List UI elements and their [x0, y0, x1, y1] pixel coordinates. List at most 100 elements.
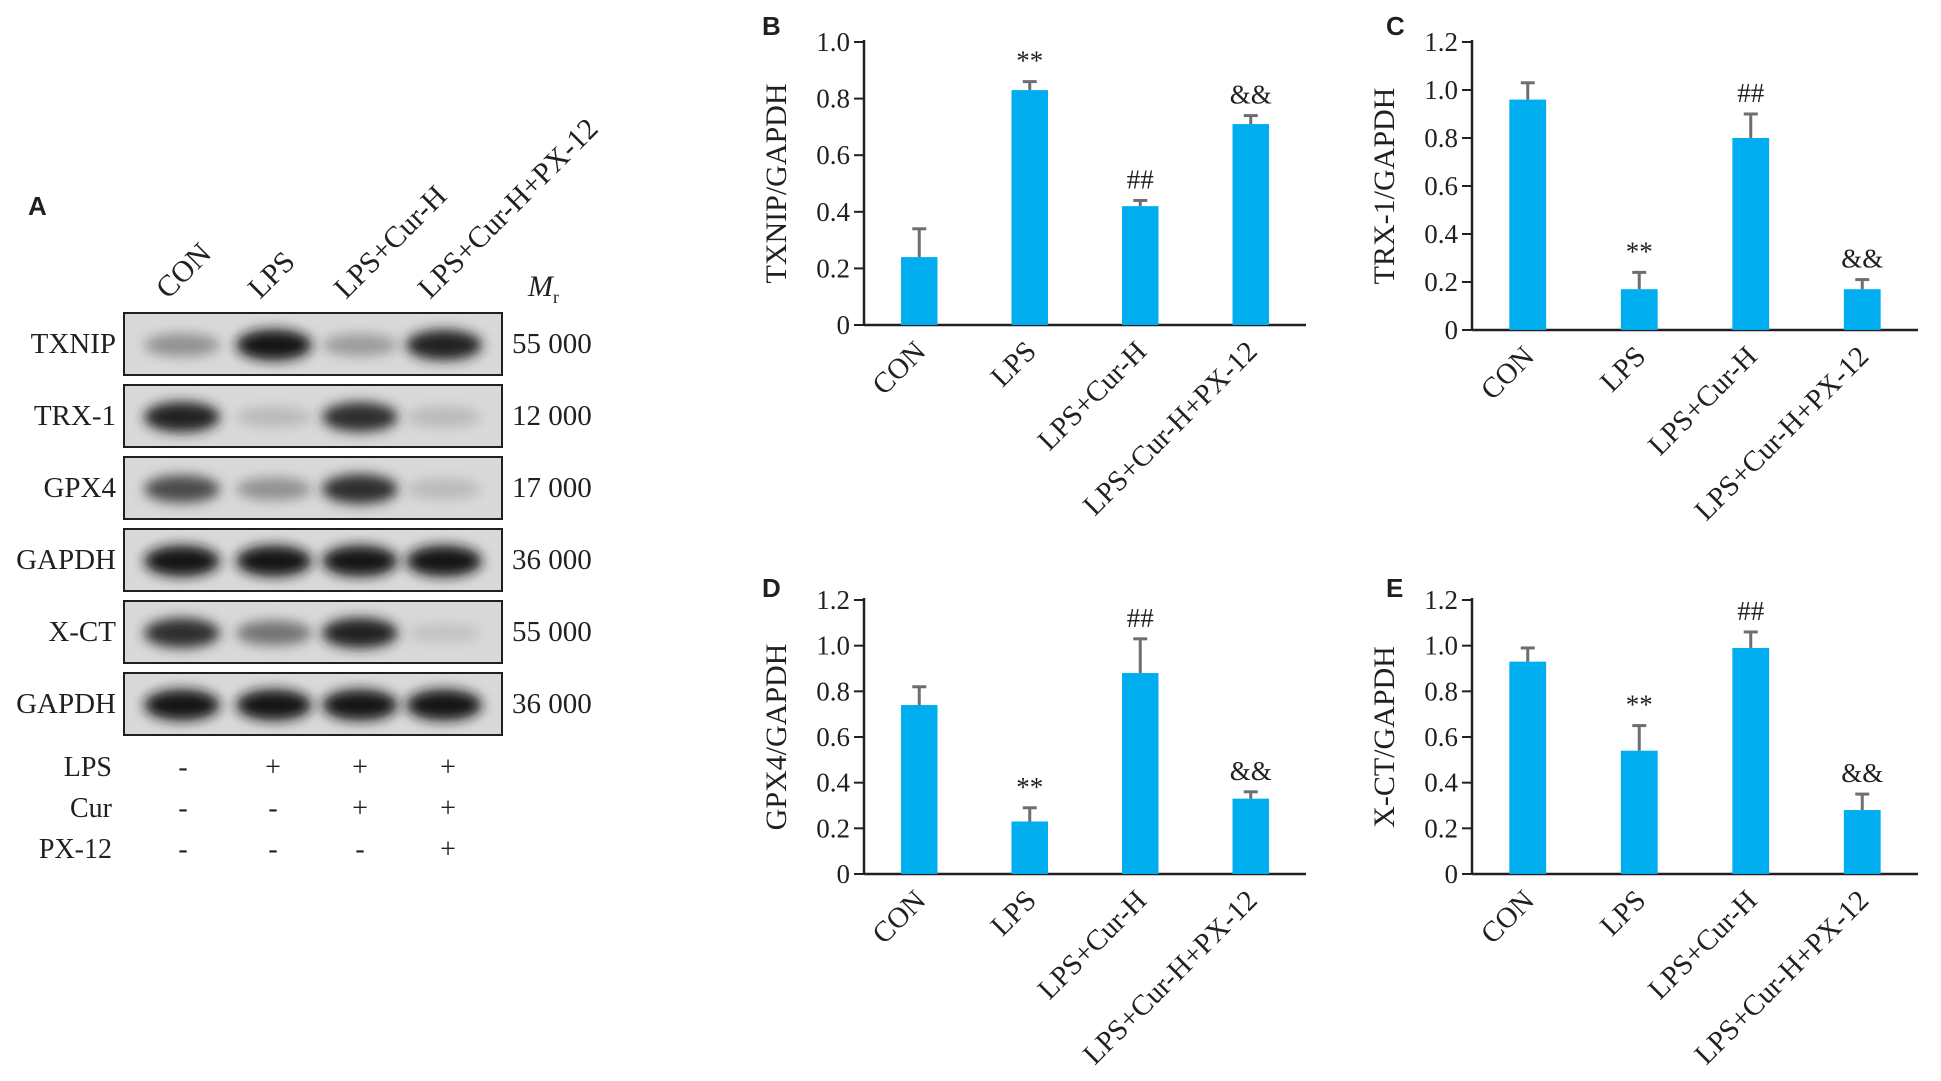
- blot-mr-value: 17 000: [512, 472, 592, 504]
- y-tick-label: 0.8: [816, 676, 850, 706]
- y-tick-label: 0.2: [816, 813, 850, 843]
- bar: [1232, 124, 1269, 325]
- y-axis-label: X-CT/GAPDH: [1368, 646, 1401, 828]
- significance-label: ##: [1737, 78, 1765, 108]
- treatment-rows: LPS - + + + Cur - - + + PX-12 - - - +: [39, 752, 456, 865]
- y-tick-label: 1.0: [816, 27, 850, 57]
- blot-band: [406, 623, 482, 643]
- y-tick-label: 0: [1445, 315, 1459, 345]
- blot-band: [236, 545, 312, 577]
- blot-row: TXNIP 55 000: [31, 312, 592, 376]
- blot-mr-value: 36 000: [512, 688, 592, 720]
- blot-band: [406, 406, 482, 428]
- blot-band: [144, 333, 220, 357]
- blot-band: [406, 545, 482, 577]
- x-tick-label: LPS+Cur-H: [1642, 884, 1764, 1006]
- bar: [1122, 673, 1159, 874]
- bar: [1509, 99, 1547, 330]
- mr-subscript: r: [553, 287, 559, 307]
- x-tick-label: LPS: [1594, 884, 1652, 942]
- blot-band: [236, 477, 312, 501]
- x-tick-label: LPS+Cur-H: [1032, 884, 1154, 1006]
- blot-band: [144, 401, 220, 433]
- x-tick-label: CON: [1475, 884, 1541, 950]
- y-tick-label: 1.2: [816, 585, 850, 615]
- significance-label: ##: [1127, 603, 1155, 633]
- x-tick-label: CON: [866, 335, 932, 401]
- lane-label: LPS: [242, 245, 302, 305]
- chart-panel-e: E X-CT/GAPDH 0 0.2 0.4 0.6 0.8 1.0 1.2 CON ** LPS ##…: [1368, 573, 1918, 1071]
- y-axis-label: TRX-1/GAPDH: [1368, 88, 1401, 285]
- treatment-sign: +: [265, 752, 281, 783]
- y-tick-label: 0.2: [816, 253, 850, 283]
- bar: [1732, 138, 1770, 330]
- bar: [1011, 821, 1048, 874]
- blot-row: GAPDH 36 000: [16, 528, 592, 592]
- chart-panel-b: B TXNIP/GAPDH 0 0.2 0.4 0.6 0.8 1.0 CON ** LPS ## LP…: [760, 11, 1306, 522]
- bar: [1843, 810, 1881, 874]
- blot-row: TRX-1 12 000: [34, 384, 592, 448]
- blot-row: GPX4 17 000: [43, 456, 592, 520]
- blot-band: [236, 620, 312, 646]
- treatment-sign: -: [355, 834, 364, 865]
- y-tick-label: 0.4: [816, 768, 850, 798]
- significance-label: &&: [1230, 756, 1272, 786]
- treatment-sign: -: [268, 793, 277, 824]
- bar: [1620, 750, 1658, 874]
- blot-mr-value: 55 000: [512, 328, 592, 360]
- blot-band: [322, 402, 398, 432]
- y-tick-label: 0.8: [816, 84, 850, 114]
- blot-band: [144, 475, 220, 503]
- x-tick-label: CON: [1475, 340, 1541, 406]
- bar: [1732, 647, 1770, 874]
- blot-rows: TXNIP 55 000 TRX-1 12 000 GPX4 17 000 GAPDH 36 …: [16, 312, 592, 736]
- blot-band: [144, 545, 220, 577]
- x-tick-label: LPS+Cur-H: [1642, 340, 1764, 462]
- treatment-sign: +: [440, 834, 456, 865]
- x-tick-label: CON: [866, 884, 932, 950]
- y-tick-label: 0: [1445, 859, 1459, 889]
- blot-mr-value: 12 000: [512, 400, 592, 432]
- blot-band: [322, 474, 398, 504]
- y-tick-label: 0.8: [1424, 676, 1458, 706]
- y-tick-label: 0.6: [816, 140, 850, 170]
- blot-band: [236, 406, 312, 428]
- blot-protein-label: GPX4: [43, 472, 116, 504]
- y-tick-label: 0.4: [1424, 219, 1458, 249]
- treatment-sign: +: [352, 793, 368, 824]
- blot-protein-label: TXNIP: [31, 328, 116, 360]
- blot-band: [322, 545, 398, 577]
- y-tick-label: 1.0: [816, 631, 850, 661]
- bar: [1011, 90, 1048, 325]
- bar: [901, 257, 938, 325]
- treatment-sign: -: [268, 834, 277, 865]
- chart-panel-d: D GPX4/GAPDH 0 0.2 0.4 0.6 0.8 1.0 1.2 CON ** LPS ##…: [760, 573, 1306, 1071]
- bar: [1509, 661, 1547, 874]
- y-tick-label: 1.0: [1424, 631, 1458, 661]
- panel-a-letter: A: [28, 191, 47, 221]
- mr-label: M: [527, 270, 555, 303]
- significance-label: **: [1016, 772, 1043, 802]
- y-tick-label: 0.4: [1424, 768, 1458, 798]
- blot-band: [322, 689, 398, 721]
- y-tick-label: 1.2: [1424, 585, 1458, 615]
- y-tick-label: 0: [837, 310, 851, 340]
- y-tick-label: 1.0: [1424, 75, 1458, 105]
- y-tick-label: 0.6: [1424, 722, 1458, 752]
- y-tick-label: 1.2: [1424, 27, 1458, 57]
- significance-label: **: [1626, 236, 1653, 266]
- blot-protein-label: TRX-1: [34, 400, 116, 432]
- significance-label: **: [1016, 46, 1043, 76]
- x-tick-label: LPS: [985, 335, 1043, 393]
- y-axis-label: TXNIP/GAPDH: [760, 83, 793, 283]
- y-tick-label: 0.2: [1424, 267, 1458, 297]
- significance-label: &&: [1841, 758, 1883, 788]
- blot-mr-value: 36 000: [512, 544, 592, 576]
- bar: [1122, 206, 1159, 325]
- panel-letter: C: [1386, 11, 1405, 41]
- treatment-sign: -: [178, 752, 187, 783]
- blot-band: [406, 478, 482, 500]
- blot-band: [322, 333, 398, 357]
- treatment-sign: +: [352, 752, 368, 783]
